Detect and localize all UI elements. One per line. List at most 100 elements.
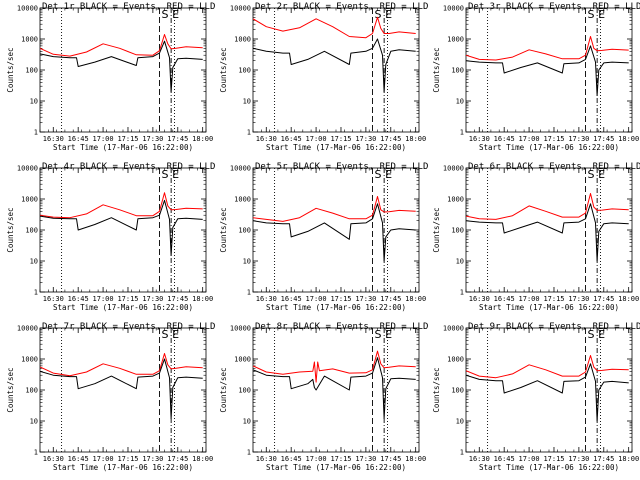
y-axis-label: Counts/sec — [6, 47, 15, 92]
x-tick-label: 17:15 — [117, 135, 138, 143]
x-tick-label: 16:45 — [494, 135, 515, 143]
y-tick-label: 10 — [456, 98, 464, 106]
x-tick-label: 17:00 — [306, 295, 327, 303]
y-tick-label: 1 — [460, 289, 464, 297]
detector-panel: Det 5r BLACK = Events, RED = LLD 1 10 100 10… — [219, 162, 428, 312]
lld-series-line — [253, 16, 416, 39]
events-series-line — [40, 358, 203, 419]
end-marker-label: E — [598, 8, 605, 21]
start-marker-label: S — [588, 328, 595, 341]
start-marker-label: S — [588, 8, 595, 21]
x-tick-label: 16:45 — [68, 295, 89, 303]
y-tick-label: 1 — [247, 289, 251, 297]
y-tick-label: 10 — [456, 258, 464, 266]
x-tick-label: 17:45 — [380, 135, 401, 143]
y-tick-label: 10 — [30, 418, 38, 426]
x-tick-label: 17:45 — [380, 295, 401, 303]
end-marker-label: E — [172, 8, 179, 21]
x-tick-label: 17:15 — [543, 455, 564, 463]
x-tick-label: 17:30 — [142, 135, 163, 143]
y-tick-label: 1000 — [21, 196, 38, 204]
y-tick-label: 100 — [238, 227, 251, 235]
y-tick-label: 1 — [34, 129, 38, 137]
panel-title: Det 5r BLACK = Events, RED = LLD — [255, 162, 428, 172]
y-tick-label: 100 — [451, 67, 464, 75]
y-axis-label: Counts/sec — [6, 367, 15, 412]
x-tick-label: 17:45 — [380, 455, 401, 463]
x-tick-label: 16:30 — [43, 295, 64, 303]
x-axis-label: Start Time (17-Mar-06 16:22:00) — [53, 303, 193, 312]
x-tick-label: 16:45 — [281, 455, 302, 463]
y-tick-label: 1000 — [234, 356, 251, 364]
x-tick-label: 17:15 — [117, 455, 138, 463]
events-series-line — [253, 203, 416, 262]
y-tick-label: 10000 — [443, 5, 464, 13]
x-tick-label: 17:30 — [355, 295, 376, 303]
y-tick-label: 1000 — [447, 356, 464, 364]
y-tick-label: 10000 — [17, 5, 38, 13]
lld-series-line — [466, 36, 629, 61]
events-series-line — [466, 363, 629, 422]
y-axis-label: Counts/sec — [432, 367, 441, 412]
x-tick-label: 17:30 — [142, 295, 163, 303]
x-tick-label: 16:30 — [43, 135, 64, 143]
y-tick-label: 10000 — [443, 165, 464, 173]
y-tick-label: 100 — [25, 67, 38, 75]
plot-frame — [465, 327, 633, 453]
y-tick-label: 10000 — [17, 325, 38, 333]
end-marker-label: E — [598, 168, 605, 181]
panel-title: Det 7r BLACK = Events, RED = LLD — [42, 322, 215, 332]
panel-title: Det 4r BLACK = Events, RED = LLD — [42, 162, 215, 172]
y-tick-label: 100 — [25, 387, 38, 395]
y-tick-label: 1 — [460, 129, 464, 137]
lld-series-line — [253, 196, 416, 222]
x-tick-label: 18:00 — [192, 295, 213, 303]
x-tick-label: 16:30 — [469, 455, 490, 463]
events-series-line — [466, 45, 629, 96]
x-tick-label: 16:30 — [469, 135, 490, 143]
start-marker-label: S — [162, 328, 169, 341]
x-tick-label: 16:45 — [68, 135, 89, 143]
x-tick-label: 18:00 — [405, 295, 426, 303]
start-marker-label: S — [162, 168, 169, 181]
y-tick-label: 100 — [238, 67, 251, 75]
x-tick-label: 17:45 — [167, 135, 188, 143]
x-tick-label: 17:30 — [142, 455, 163, 463]
detector-panel: Det 7r BLACK = Events, RED = LLD 1 10 100 10… — [6, 322, 215, 472]
x-axis-label: Start Time (17-Mar-06 16:22:00) — [479, 463, 619, 472]
x-axis-label: Start Time (17-Mar-06 16:22:00) — [266, 303, 406, 312]
x-tick-label: 17:45 — [593, 455, 614, 463]
plot-frame — [252, 327, 420, 453]
x-tick-label: 18:00 — [618, 455, 639, 463]
x-tick-label: 16:30 — [256, 135, 277, 143]
x-tick-label: 17:00 — [93, 295, 114, 303]
y-tick-label: 100 — [451, 387, 464, 395]
detector-panel: Det 2r BLACK = Events, RED = LLD 1 10 100 10… — [219, 2, 428, 152]
plot-frame — [252, 7, 420, 133]
start-marker-label: S — [375, 328, 382, 341]
y-tick-label: 10000 — [230, 5, 251, 13]
x-tick-label: 17:00 — [93, 455, 114, 463]
plot-frame — [39, 167, 207, 293]
detector-panel: Det 3r BLACK = Events, RED = LLD 1 10 100 10… — [432, 2, 640, 152]
end-marker-label: E — [598, 328, 605, 341]
y-tick-label: 10000 — [443, 325, 464, 333]
y-tick-label: 1000 — [447, 36, 464, 44]
x-tick-label: 16:30 — [256, 295, 277, 303]
lld-series-line — [40, 353, 203, 377]
y-tick-label: 1000 — [234, 196, 251, 204]
y-tick-label: 1000 — [234, 36, 251, 44]
x-tick-label: 18:00 — [192, 455, 213, 463]
y-tick-label: 1 — [247, 449, 251, 457]
end-marker-label: E — [385, 168, 392, 181]
x-tick-label: 17:15 — [117, 295, 138, 303]
y-axis-label: Counts/sec — [219, 47, 228, 92]
y-tick-label: 1000 — [447, 196, 464, 204]
x-tick-label: 17:45 — [593, 135, 614, 143]
y-tick-label: 1 — [34, 449, 38, 457]
x-tick-label: 18:00 — [405, 455, 426, 463]
y-tick-label: 100 — [238, 387, 251, 395]
x-tick-label: 17:15 — [330, 455, 351, 463]
y-axis-label: Counts/sec — [6, 207, 15, 252]
panel-title: Det 3r BLACK = Events, RED = LLD — [468, 2, 640, 12]
